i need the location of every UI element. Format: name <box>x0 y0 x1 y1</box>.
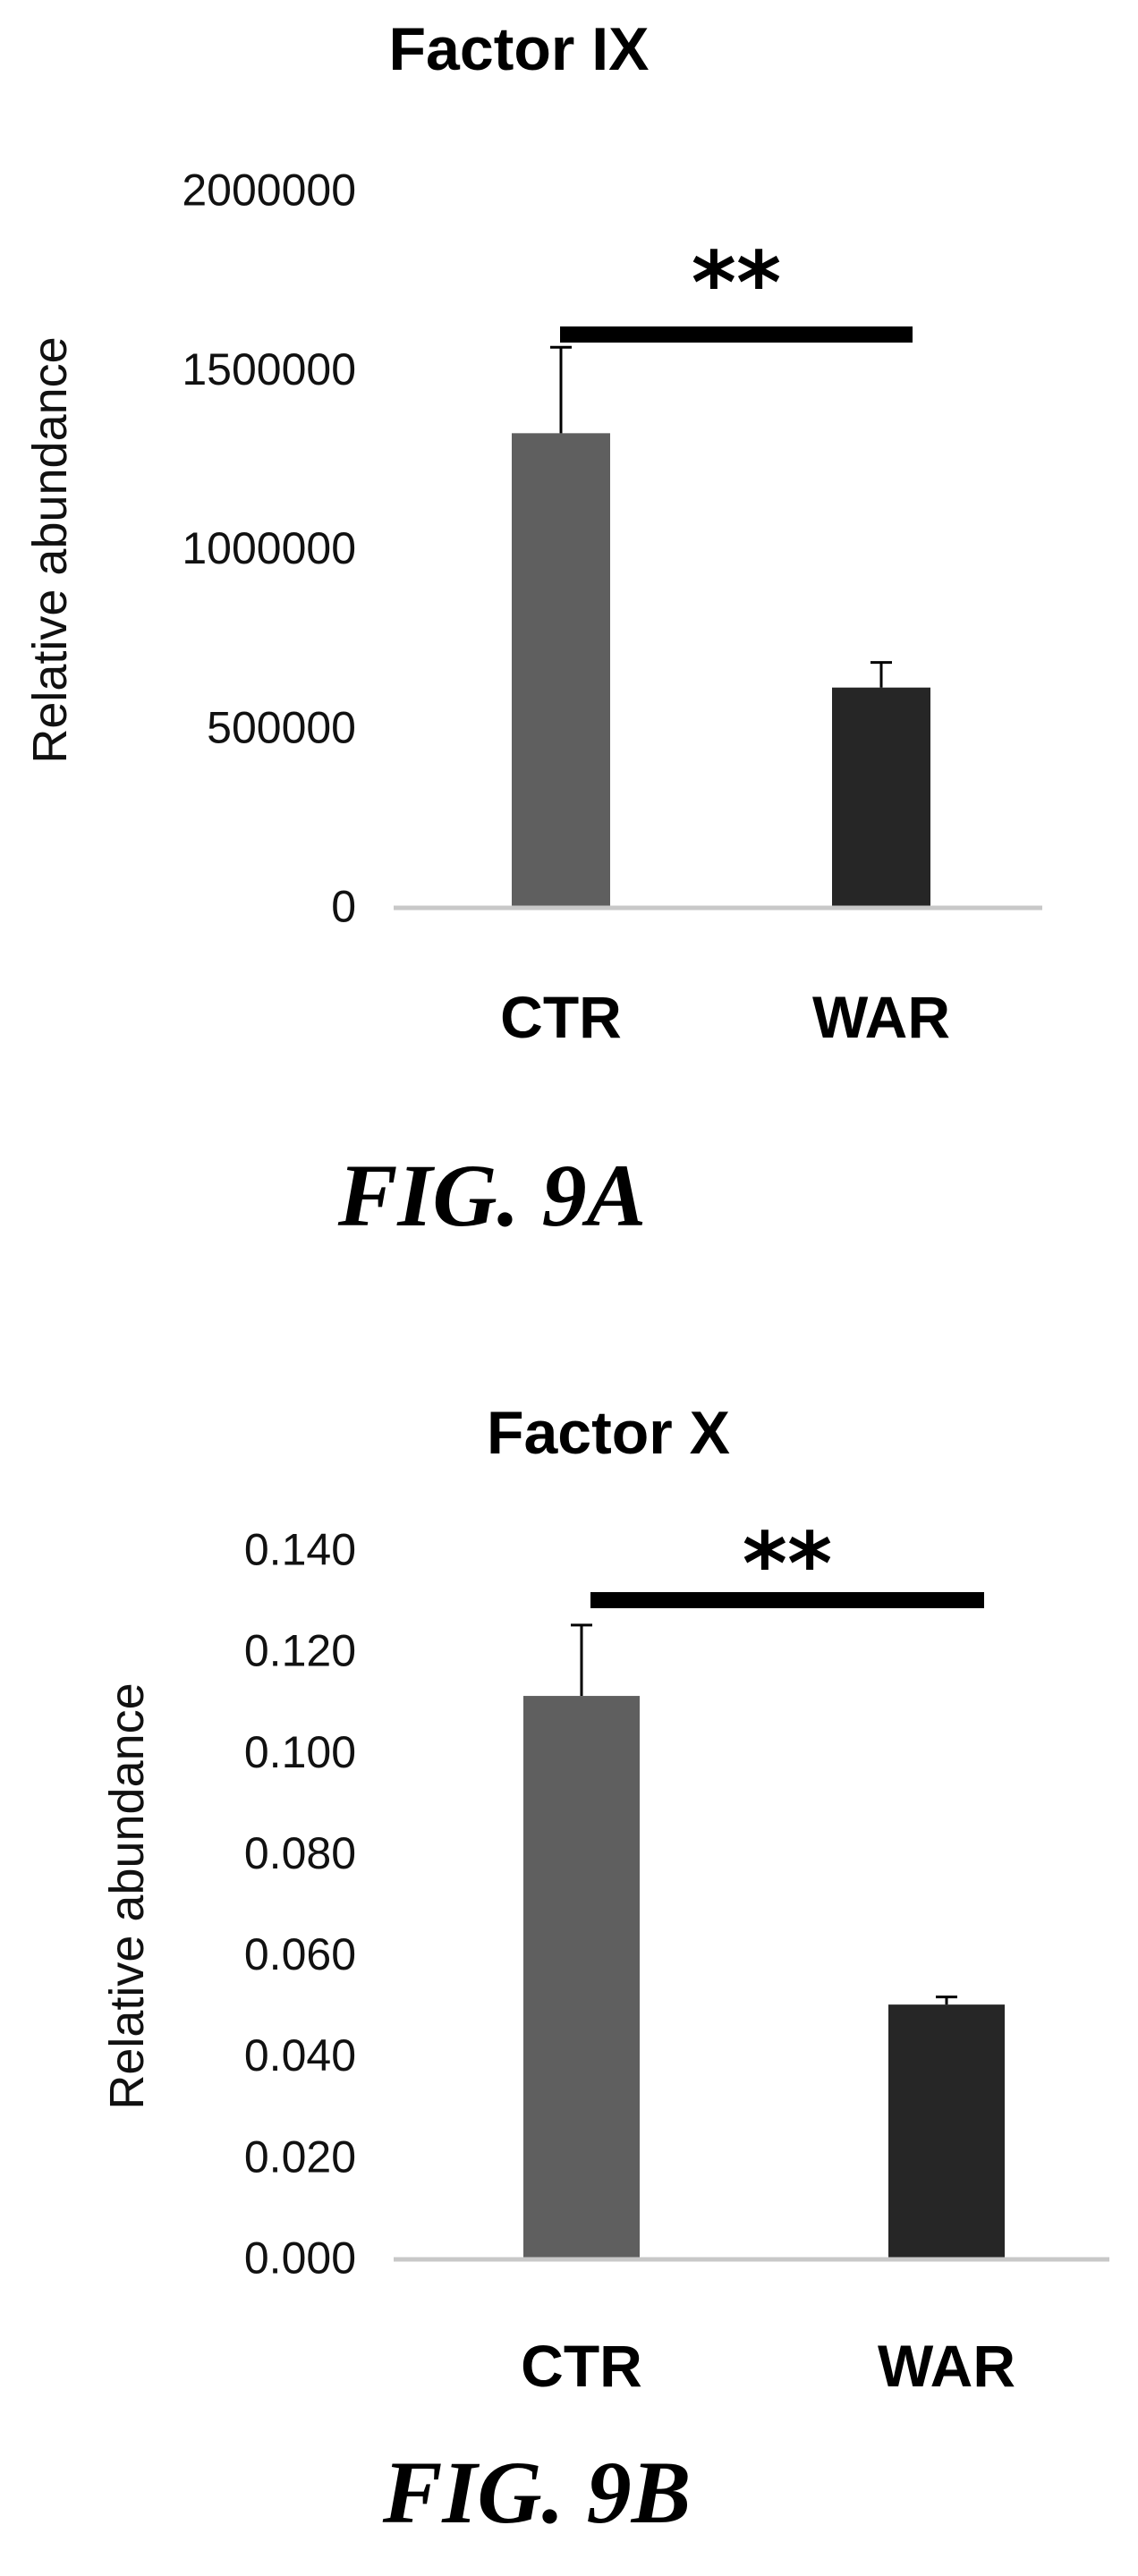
chart-factor-x: Factor X Relative abundance 0.0000.0200.… <box>100 1399 1109 2542</box>
y-tick-label: 0.020 <box>244 2131 356 2182</box>
y-tick-label: 0.060 <box>244 1929 356 1979</box>
y-tick-label: 0.140 <box>244 1525 356 1575</box>
y-tick-label: 1000000 <box>182 523 356 573</box>
y-tick-label: 0.000 <box>244 2233 356 2284</box>
x-tick-label: WAR <box>878 2333 1015 2399</box>
bars <box>512 433 930 907</box>
x-tick-labels: CTR WAR <box>521 2333 1015 2399</box>
y-tick-label: 0.040 <box>244 2030 356 2080</box>
significance-bar <box>590 1592 984 1608</box>
y-tick-label: 0.120 <box>244 1626 356 1676</box>
y-axis-label: Relative abundance <box>100 1682 154 2109</box>
significance-bar <box>560 326 913 343</box>
y-tick-label: 0 <box>331 882 356 932</box>
x-tick-label: WAR <box>812 984 950 1050</box>
y-tick-label: 500000 <box>207 702 356 752</box>
bars <box>523 1696 1005 2258</box>
y-tick-label: 1500000 <box>182 344 356 394</box>
chart-title: Factor IX <box>389 15 650 83</box>
bar-war <box>888 2004 1005 2258</box>
y-tick-label: 0.080 <box>244 1828 356 1878</box>
significance-stars: ** <box>692 233 781 334</box>
bar-war <box>832 687 930 906</box>
chart-factor-ix: Factor IX Relative abundance 0 500000 1000… <box>23 15 1042 1245</box>
y-tick-labels: 0 500000 1000000 1500000 2000000 <box>182 165 356 932</box>
bar-ctr <box>523 1696 640 2258</box>
y-axis-label: Relative abundance <box>23 336 77 763</box>
y-tick-labels: 0.000 0.020 0.040 0.060 0.080 0.100 0.120 0.140 <box>244 1525 356 2284</box>
chart-title: Factor X <box>487 1399 730 1467</box>
y-tick-label: 0.100 <box>244 1727 356 1777</box>
significance-stars: ** <box>743 1514 832 1614</box>
x-tick-label: CTR <box>521 2333 642 2399</box>
y-tick-label: 2000000 <box>182 165 356 216</box>
x-tick-label: CTR <box>500 984 622 1050</box>
error-bars <box>571 1623 957 2005</box>
figure-caption: FIG. 9B <box>382 2443 692 2542</box>
bar-ctr <box>512 433 610 907</box>
error-bars <box>550 345 892 688</box>
x-tick-labels: CTR WAR <box>500 984 950 1050</box>
figure-caption: FIG. 9A <box>337 1146 647 1245</box>
